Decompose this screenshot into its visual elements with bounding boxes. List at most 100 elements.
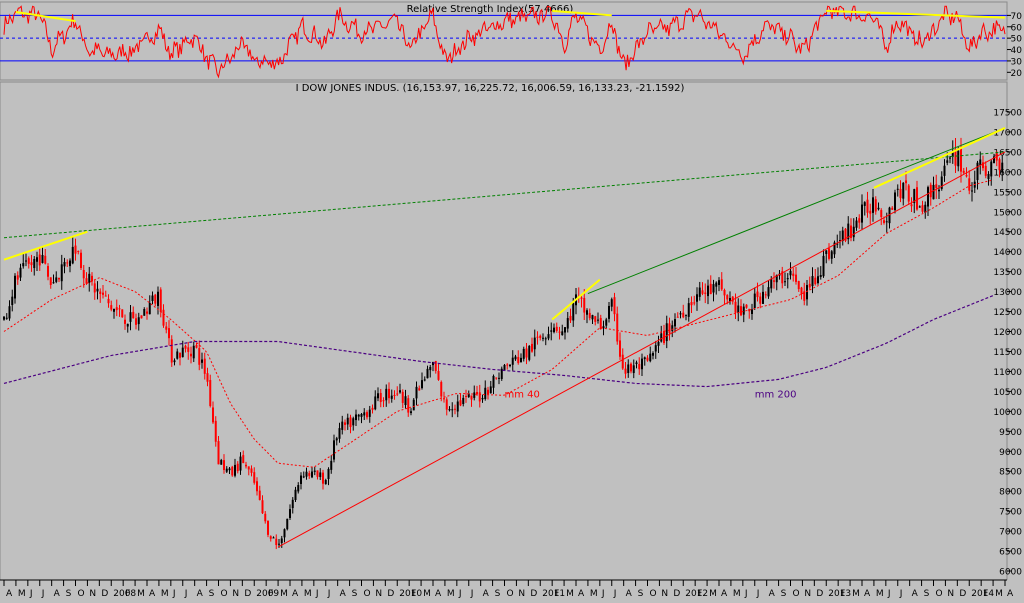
ma200-line — [3, 295, 994, 388]
candle-up — [927, 187, 929, 207]
candle-up — [940, 176, 943, 189]
x-tick-label: N — [518, 589, 525, 599]
price-tick-label: 14500 — [993, 228, 1022, 238]
candle-up — [671, 325, 674, 331]
candle-up — [5, 317, 8, 319]
candle-up — [374, 396, 377, 410]
candle-down — [459, 400, 462, 406]
candle-up — [839, 240, 841, 242]
x-tick-label: M — [876, 589, 884, 599]
price-tick-label: 6000 — [999, 568, 1022, 578]
candle-down — [814, 277, 817, 285]
x-tick-label: J — [327, 589, 331, 599]
candle-down — [30, 262, 33, 266]
x-tick-label: 2014 — [971, 589, 994, 599]
rsi-level-lines — [0, 14, 1007, 62]
candle-down — [110, 305, 113, 310]
candle-up — [657, 341, 660, 346]
candle-up — [335, 438, 338, 441]
x-tick-label: N — [804, 589, 811, 599]
x-tick-label: D — [101, 589, 108, 599]
price-tick-label: 9000 — [999, 448, 1022, 458]
candle-down — [168, 328, 170, 339]
candle-up — [751, 309, 753, 315]
candle-down — [962, 170, 965, 173]
candle-up — [357, 414, 360, 417]
candle-down — [261, 500, 264, 514]
candle-down — [316, 470, 319, 477]
candle-down — [264, 513, 267, 522]
candle-up — [278, 543, 280, 545]
x-tick-label: A — [626, 589, 633, 599]
candle-down — [44, 255, 47, 264]
x-axis-band — [0, 580, 1024, 599]
candle-up — [742, 306, 745, 315]
candle-down — [212, 407, 214, 423]
candle-up — [715, 282, 718, 287]
x-tick-label: J — [887, 589, 891, 599]
x-tick-label: J — [172, 589, 176, 599]
candle-down — [58, 277, 60, 280]
candle-up — [913, 189, 916, 204]
candle-up — [14, 275, 16, 299]
candle-up — [990, 161, 993, 177]
candle-up — [360, 413, 363, 417]
channel-trendline — [587, 127, 1006, 295]
candle-up — [971, 190, 973, 192]
candle-up — [503, 364, 506, 371]
candle-down — [121, 309, 124, 318]
candle-down — [132, 311, 135, 319]
x-tick-label: O — [936, 589, 943, 599]
candle-up — [432, 362, 434, 366]
x-tick-label: A — [769, 589, 776, 599]
candle-down — [16, 275, 19, 280]
rsi-tick-label: 70 — [1011, 12, 1023, 22]
candle-down — [250, 468, 253, 473]
x-tick-label: A — [292, 589, 299, 599]
candle-up — [294, 489, 297, 500]
x-tick-label: J — [41, 589, 45, 599]
candle-down — [66, 262, 69, 264]
candle-up — [313, 470, 316, 472]
candle-up — [696, 294, 698, 302]
candle-up — [786, 278, 789, 280]
x-tick-label: A — [340, 589, 347, 599]
candle-down — [476, 391, 478, 395]
candle-down — [140, 315, 143, 319]
x-tick-label: A — [912, 589, 919, 599]
candle-down — [759, 296, 762, 304]
candle-down — [984, 165, 987, 176]
x-tick-label: O — [793, 589, 800, 599]
candle-up — [283, 529, 286, 538]
candle-down — [781, 271, 784, 284]
candle-up — [368, 409, 371, 417]
x-tick-label: A — [435, 589, 442, 599]
candle-down — [49, 277, 52, 285]
candle-up — [610, 299, 613, 307]
x-tick-label: 2013 — [828, 589, 851, 599]
candle-down — [440, 382, 443, 397]
candle-down — [214, 420, 217, 442]
candle-down — [619, 340, 621, 357]
candle-down — [621, 354, 624, 369]
x-tick-label: J — [29, 589, 33, 599]
x-tick-label: D — [387, 589, 394, 599]
candle-up — [789, 270, 792, 276]
candle-up — [547, 334, 550, 339]
candle-down — [382, 400, 385, 402]
candle-down — [693, 302, 696, 304]
rsi-title: Relative Strength Index(57.4666) — [407, 4, 574, 15]
candle-down — [731, 296, 734, 302]
candle-down — [583, 297, 586, 313]
trendlines — [3, 127, 1006, 548]
x-tick-label: M — [304, 589, 312, 599]
candle-up — [957, 150, 960, 167]
candle-down — [594, 316, 597, 322]
price-tick-label: 10500 — [993, 388, 1022, 398]
candle-up — [228, 468, 231, 471]
candle-down — [883, 220, 885, 223]
candle-down — [245, 464, 247, 467]
candle-up — [302, 476, 305, 478]
candle-down — [487, 389, 489, 395]
